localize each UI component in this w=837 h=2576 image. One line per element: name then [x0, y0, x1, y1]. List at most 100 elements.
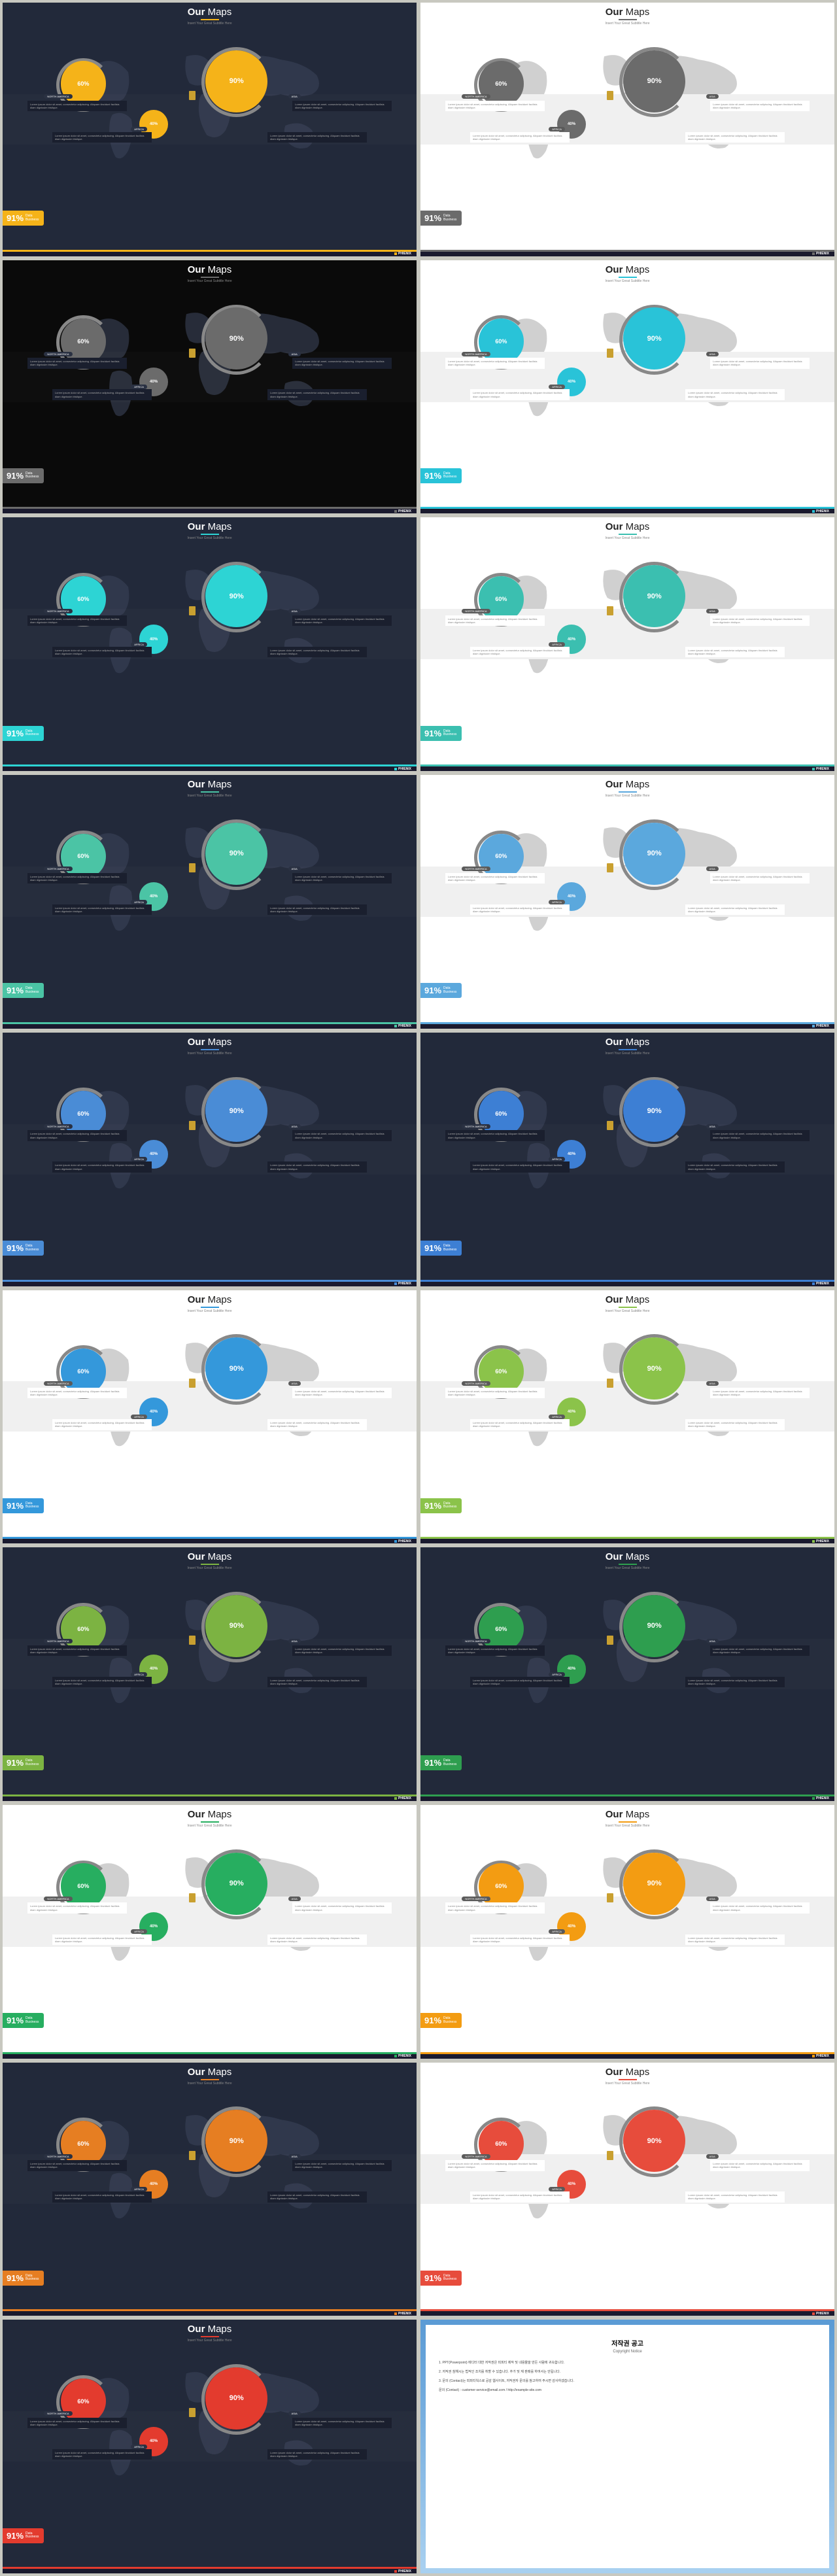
brand-icon — [394, 768, 397, 770]
pill-africa: AFRICA — [549, 900, 565, 904]
pill-africa: AFRICA — [131, 1672, 147, 1677]
slide-subtitle: Insert Your Great Subtitle Here — [3, 1824, 417, 1828]
textbox-right: Lorem ipsum dolor sit amet, consectetur … — [710, 1130, 810, 1141]
slide-footer: PHIENIX — [420, 764, 834, 771]
trophy-icon — [189, 2408, 196, 2417]
brand-name: PHIENIX — [816, 1024, 829, 1028]
data-badge: 91% DataBusiness — [3, 983, 44, 998]
slide-footer: PHIENIX — [420, 2052, 834, 2059]
brand-name: PHIENIX — [816, 2312, 829, 2316]
brand-icon — [812, 1025, 815, 1027]
trophy-icon — [189, 1893, 196, 1902]
title-underline — [619, 791, 637, 793]
textbox-bottom-right: Lorem ipsum dolor sit amet, consectetur … — [267, 904, 367, 915]
pill-asia: ASIA — [288, 352, 301, 356]
textbox-left: Lorem ipsum dolor sit amet, consectetur … — [445, 101, 545, 111]
map-area: 90% 60% 40% NORTH AMERICA ASIA AFRICA Lo… — [3, 1316, 417, 1473]
textbox-bottom-right: Lorem ipsum dolor sit amet, consectetur … — [685, 647, 785, 657]
title-underline — [201, 1821, 219, 1823]
slide-footer: PHIENIX — [420, 1022, 834, 1029]
brand-icon — [394, 2055, 397, 2057]
pill-north-america: NORTH AMERICA — [462, 609, 490, 613]
slide-subtitle: Insert Your Great Subtitle Here — [3, 22, 417, 26]
pill-africa: AFRICA — [549, 1415, 565, 1419]
footer-bar: PHIENIX — [3, 2054, 417, 2059]
slide-subtitle: Insert Your Great Subtitle Here — [3, 279, 417, 283]
footer-bar: PHIENIX — [3, 1539, 417, 1543]
slide-19: Our Maps Insert Your Great Subtitle Here… — [3, 2320, 417, 2573]
textbox-bottom-left: Lorem ipsum dolor sit amet, consectetur … — [52, 647, 152, 657]
circle-asia: 90% — [205, 307, 267, 369]
footer-bar: PHIENIX — [3, 2311, 417, 2316]
trophy-icon — [189, 863, 196, 872]
pill-north-america: NORTH AMERICA — [44, 1897, 72, 1901]
footer-bar: PHIENIX — [3, 1796, 417, 1801]
data-badge: 91% DataBusiness — [3, 468, 44, 483]
pill-africa: AFRICA — [549, 1929, 565, 1934]
copyright-body: 1. PPT(Powerpoint) 에디터 대한 저작권은 피피티 제작 및 … — [439, 2360, 816, 2393]
pill-africa: AFRICA — [131, 642, 147, 647]
data-badge: 91% DataBusiness — [420, 2013, 462, 2028]
pill-asia: ASIA — [288, 2411, 301, 2416]
slide-header: Our Maps Insert Your Great Subtitle Here — [420, 3, 834, 26]
brand-icon — [812, 2312, 815, 2315]
textbox-bottom-right: Lorem ipsum dolor sit amet, consectetur … — [685, 132, 785, 143]
footer-bar: PHIENIX — [420, 252, 834, 256]
slide-footer: PHIENIX — [420, 1280, 834, 1286]
pill-north-america: NORTH AMERICA — [462, 352, 490, 356]
pill-africa: AFRICA — [549, 1157, 565, 1161]
brand-icon — [394, 252, 397, 255]
trophy-icon — [189, 349, 196, 358]
trophy-icon — [189, 606, 196, 615]
title-underline — [201, 1307, 219, 1308]
textbox-right: Lorem ipsum dolor sit amet, consectetur … — [292, 358, 392, 368]
copyright-subtitle: Copyright Notice — [439, 2350, 816, 2354]
pill-asia: ASIA — [706, 1381, 719, 1386]
slide-title: Our Maps — [420, 7, 834, 18]
slide-footer: PHIENIX — [3, 2052, 417, 2059]
pill-asia: ASIA — [706, 2154, 719, 2159]
textbox-bottom-right: Lorem ipsum dolor sit amet, consectetur … — [267, 647, 367, 657]
slide-header: Our Maps Insert Your Great Subtitle Here — [3, 2063, 417, 2086]
brand-name: PHIENIX — [398, 767, 411, 771]
brand-name: PHIENIX — [816, 252, 829, 256]
textbox-bottom-right: Lorem ipsum dolor sit amet, consectetur … — [267, 1934, 367, 1945]
textbox-bottom-left: Lorem ipsum dolor sit amet, consectetur … — [470, 132, 570, 143]
circle-asia: 90% — [205, 2367, 267, 2430]
trophy-icon — [607, 863, 613, 872]
slide-header: Our Maps Insert Your Great Subtitle Here — [420, 1805, 834, 1828]
slide-9: Our Maps Insert Your Great Subtitle Here… — [3, 1033, 417, 1286]
slide-header: Our Maps Insert Your Great Subtitle Here — [3, 517, 417, 540]
slide-footer: PHIENIX — [3, 250, 417, 256]
circle-asia: 90% — [623, 2110, 685, 2172]
data-badge: 91% DataBusiness — [3, 2271, 44, 2286]
slide-footer: PHIENIX — [3, 507, 417, 513]
textbox-left: Lorem ipsum dolor sit amet, consectetur … — [445, 1902, 545, 1913]
data-badge: 91% DataBusiness — [420, 983, 462, 998]
textbox-right: Lorem ipsum dolor sit amet, consectetur … — [710, 101, 810, 111]
slide-16: Our Maps Insert Your Great Subtitle Here… — [420, 1805, 834, 2059]
map-area: 90% 60% 40% NORTH AMERICA ASIA AFRICA Lo… — [3, 286, 417, 443]
pill-asia: ASIA — [288, 1381, 301, 1386]
textbox-bottom-left: Lorem ipsum dolor sit amet, consectetur … — [470, 1419, 570, 1430]
textbox-left: Lorem ipsum dolor sit amet, consectetur … — [445, 358, 545, 368]
data-badge: 91% DataBusiness — [3, 1755, 44, 1770]
pill-asia: ASIA — [706, 94, 719, 99]
textbox-bottom-right: Lorem ipsum dolor sit amet, consectetur … — [685, 1161, 785, 1172]
slide-header: Our Maps Insert Your Great Subtitle Here — [3, 775, 417, 798]
pill-africa: AFRICA — [131, 2445, 147, 2449]
slide-footer: PHIENIX — [3, 1022, 417, 1029]
slide-title: Our Maps — [3, 264, 417, 275]
pill-africa: AFRICA — [549, 385, 565, 389]
pill-north-america: NORTH AMERICA — [44, 609, 72, 613]
brand-icon — [812, 510, 815, 513]
brand-icon — [812, 1282, 815, 1285]
slide-subtitle: Insert Your Great Subtitle Here — [3, 1309, 417, 1313]
circle-asia: 90% — [205, 1080, 267, 1142]
pill-africa: AFRICA — [131, 385, 147, 389]
textbox-bottom-right: Lorem ipsum dolor sit amet, consectetur … — [685, 2191, 785, 2202]
slide-17: Our Maps Insert Your Great Subtitle Here… — [3, 2063, 417, 2316]
textbox-left: Lorem ipsum dolor sit amet, consectetur … — [27, 101, 127, 111]
textbox-left: Lorem ipsum dolor sit amet, consectetur … — [27, 1902, 127, 1913]
slide-subtitle: Insert Your Great Subtitle Here — [3, 2082, 417, 2086]
